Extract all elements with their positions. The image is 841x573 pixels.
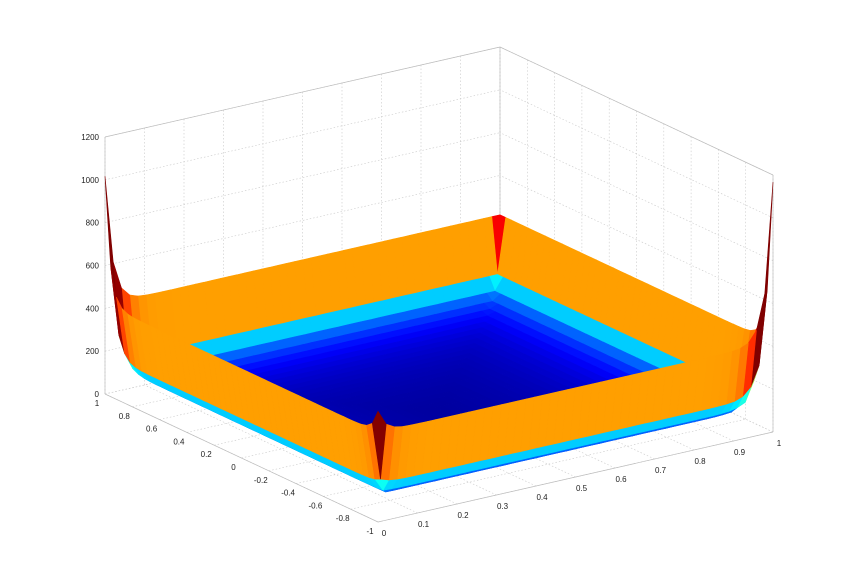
y-tick-label: 0.7 — [655, 466, 667, 475]
y-tick-label: 0.5 — [576, 484, 588, 493]
z-tick-label: 1000 — [81, 176, 99, 185]
x-axis-ticks: -1 -0.8 -0.6 -0.4 -0.2 0 0.2 0.4 0.6 0.8 1 — [95, 399, 374, 536]
y-tick-label: 0.8 — [694, 457, 706, 466]
surface — [104, 176, 774, 493]
axis-edge — [104, 393, 379, 523]
x-tick-label: 0.8 — [119, 412, 131, 421]
x-tick-label: -0.4 — [281, 489, 295, 498]
z-tick-label: 1200 — [81, 133, 99, 142]
grid-line — [499, 175, 774, 304]
y-tick-label: 0.3 — [497, 502, 509, 511]
x-tick-label: 0 — [231, 463, 236, 472]
grid-line — [350, 418, 746, 510]
y-tick-label: 0.4 — [536, 493, 548, 502]
grid-line — [499, 89, 774, 219]
x-tick-label: 0.6 — [146, 425, 158, 434]
x-tick-label: -1 — [366, 527, 374, 536]
x-tick-label: 0.4 — [173, 437, 185, 446]
x-tick-label: -0.6 — [309, 501, 323, 510]
x-tick-label: -0.8 — [336, 514, 350, 523]
y-tick-label: 0.2 — [457, 511, 469, 520]
grid-line — [104, 175, 501, 266]
y-tick-label: 0 — [382, 529, 387, 538]
z-tick-label: 200 — [86, 347, 100, 356]
y-tick-label: 0.6 — [615, 475, 627, 484]
grid-line — [499, 132, 774, 261]
z-tick-label: 0 — [95, 390, 100, 399]
z-tick-label: 800 — [86, 219, 100, 228]
x-tick-label: -0.2 — [254, 476, 268, 485]
axis-edge — [377, 431, 774, 523]
grid-line — [144, 384, 418, 514]
axis-edge — [104, 46, 501, 138]
x-tick-label: 0.2 — [201, 450, 213, 459]
x-tick-label: 1 — [95, 399, 100, 408]
grid-line — [104, 89, 501, 181]
z-tick-label: 600 — [86, 262, 100, 271]
y-tick-label: 1 — [777, 439, 782, 448]
y-tick-label: 0.1 — [418, 520, 430, 529]
grid-line — [104, 132, 501, 223]
y-axis-ticks: 0 0.1 0.2 0.3 0.4 0.5 0.6 0.7 0.8 0.9 1 — [382, 439, 782, 538]
z-axis-ticks: 0 200 400 600 800 1000 1200 — [81, 133, 99, 399]
y-tick-label: 0.9 — [734, 448, 746, 457]
z-tick-label: 400 — [86, 304, 100, 313]
surface-patch — [371, 410, 387, 480]
axis-edge — [499, 46, 774, 176]
